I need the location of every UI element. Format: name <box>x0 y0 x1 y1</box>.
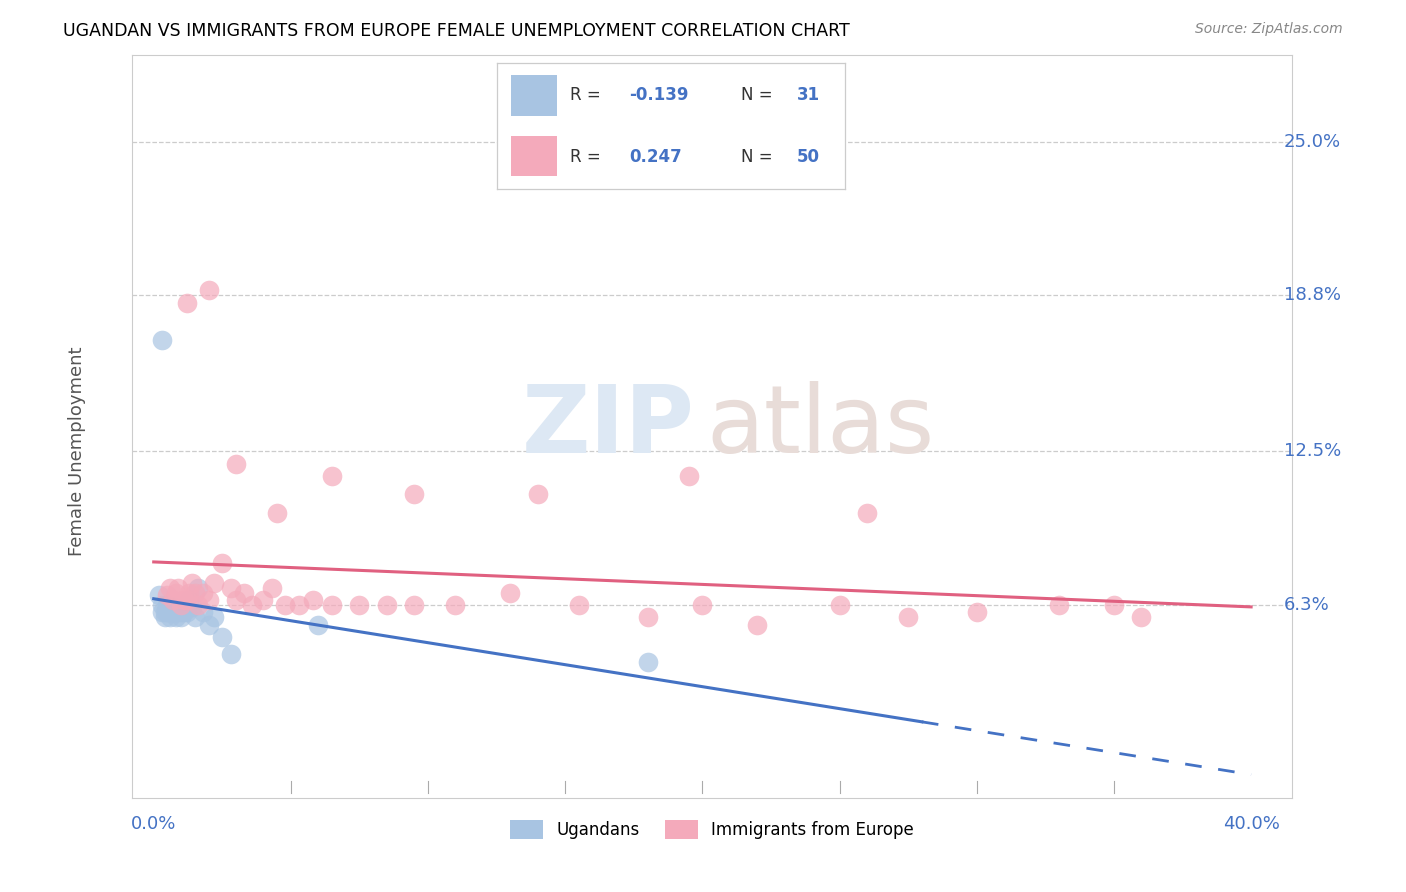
Point <box>162 593 184 607</box>
Text: 40.0%: 40.0% <box>1223 815 1279 833</box>
Point <box>499 585 522 599</box>
Point <box>148 588 170 602</box>
Point <box>404 598 426 612</box>
Point <box>266 506 288 520</box>
Point <box>153 610 176 624</box>
Point <box>637 610 659 624</box>
Point <box>159 581 181 595</box>
Point <box>321 598 343 612</box>
Point <box>170 610 193 624</box>
Point <box>692 598 714 612</box>
Point <box>153 606 176 620</box>
Text: Female Unemployment: Female Unemployment <box>67 347 86 556</box>
Point <box>197 284 219 298</box>
Point <box>225 457 247 471</box>
Point <box>349 598 371 612</box>
Text: 18.8%: 18.8% <box>1284 286 1341 304</box>
Point <box>856 506 879 520</box>
Point <box>150 598 173 612</box>
Point <box>1130 610 1153 624</box>
Text: ZIP: ZIP <box>522 381 695 473</box>
Point <box>301 593 323 607</box>
Point <box>156 600 179 615</box>
Text: 12.5%: 12.5% <box>1284 442 1341 460</box>
Point <box>966 606 988 620</box>
Point <box>191 606 214 620</box>
Point <box>211 630 233 644</box>
Point <box>165 606 187 620</box>
Point <box>678 469 700 483</box>
Point <box>219 581 242 595</box>
Point <box>252 593 274 607</box>
Point <box>156 606 179 620</box>
Text: Source: ZipAtlas.com: Source: ZipAtlas.com <box>1195 22 1343 37</box>
Point <box>181 575 204 590</box>
Point <box>162 600 184 615</box>
Point <box>225 593 247 607</box>
Point <box>274 598 297 612</box>
Point <box>211 556 233 570</box>
Text: 0.0%: 0.0% <box>131 815 176 833</box>
Text: 6.3%: 6.3% <box>1284 596 1330 614</box>
Point <box>527 486 550 500</box>
Point <box>828 598 851 612</box>
Point <box>181 600 204 615</box>
Legend: Ugandans, Immigrants from Europe: Ugandans, Immigrants from Europe <box>503 813 921 846</box>
Point <box>197 617 219 632</box>
Point <box>568 598 591 612</box>
Point <box>444 598 467 612</box>
Text: atlas: atlas <box>706 381 935 473</box>
Point <box>184 585 207 599</box>
Point <box>165 585 187 599</box>
Point <box>179 585 201 599</box>
Point <box>288 598 311 612</box>
Point <box>184 610 207 624</box>
Point <box>187 581 209 595</box>
Point <box>176 593 198 607</box>
Point <box>162 606 184 620</box>
Point <box>156 598 179 612</box>
Point <box>202 610 225 624</box>
Point <box>1047 598 1070 612</box>
Text: UGANDAN VS IMMIGRANTS FROM EUROPE FEMALE UNEMPLOYMENT CORRELATION CHART: UGANDAN VS IMMIGRANTS FROM EUROPE FEMALE… <box>63 22 851 40</box>
Point <box>156 588 179 602</box>
Point <box>176 606 198 620</box>
Point <box>150 606 173 620</box>
Point <box>176 295 198 310</box>
Point <box>173 593 195 607</box>
Point <box>233 585 256 599</box>
Point <box>150 333 173 347</box>
Point <box>173 606 195 620</box>
Point <box>242 598 264 612</box>
Point <box>260 581 283 595</box>
Point <box>1102 598 1125 612</box>
Point <box>404 486 426 500</box>
Point <box>637 655 659 669</box>
Point <box>170 598 193 612</box>
Point <box>202 575 225 590</box>
Point <box>159 606 181 620</box>
Point <box>179 593 201 607</box>
Point <box>159 610 181 624</box>
Point <box>191 585 214 599</box>
Point <box>167 581 190 595</box>
Point <box>897 610 920 624</box>
Point <box>307 617 329 632</box>
Point <box>747 617 769 632</box>
Point <box>167 606 190 620</box>
Point <box>170 606 193 620</box>
Point <box>375 598 398 612</box>
Point <box>165 610 187 624</box>
Point <box>321 469 343 483</box>
Text: 25.0%: 25.0% <box>1284 133 1341 151</box>
Point <box>197 593 219 607</box>
Point <box>219 648 242 662</box>
Point <box>187 598 209 612</box>
